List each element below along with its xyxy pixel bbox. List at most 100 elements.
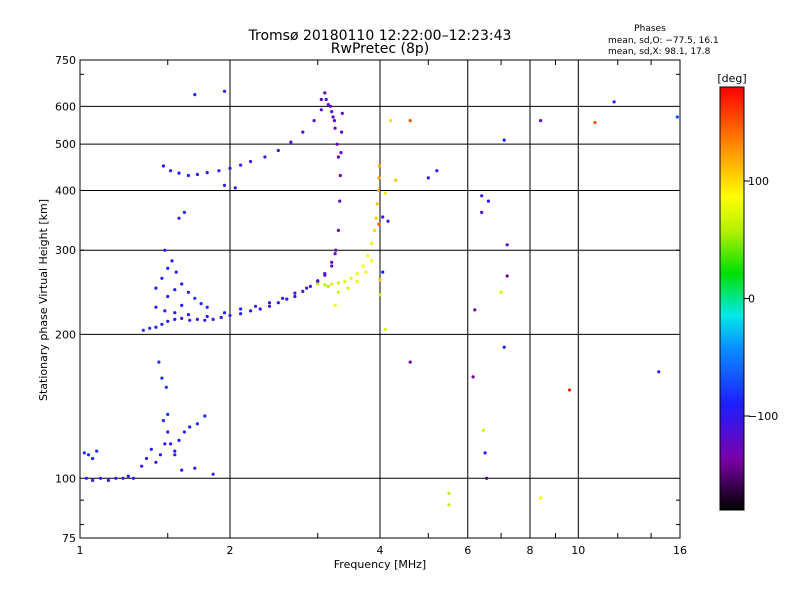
data-point xyxy=(239,163,243,167)
data-point xyxy=(324,97,328,102)
data-point xyxy=(343,279,347,284)
data-point xyxy=(301,130,305,134)
colorbar-tick-label: 0 xyxy=(748,293,755,306)
data-point xyxy=(141,328,145,332)
data-point xyxy=(99,476,103,480)
data-point xyxy=(355,272,359,276)
data-point xyxy=(114,476,118,480)
data-point xyxy=(173,317,177,321)
data-point xyxy=(186,313,190,317)
x-axis-label: Frequency [MHz] xyxy=(334,558,426,571)
data-point xyxy=(199,302,203,306)
data-point xyxy=(330,260,334,264)
data-point xyxy=(319,97,323,102)
data-point xyxy=(285,297,289,301)
data-point xyxy=(163,309,167,313)
data-point xyxy=(166,319,170,323)
data-point xyxy=(276,301,280,305)
data-point xyxy=(95,449,99,453)
data-point xyxy=(249,309,253,313)
data-point xyxy=(164,385,168,389)
data-point xyxy=(126,474,130,478)
data-point xyxy=(144,456,149,461)
data-point xyxy=(182,210,186,214)
data-point xyxy=(163,248,167,252)
data-point xyxy=(140,464,144,468)
data-point xyxy=(376,188,380,193)
data-point xyxy=(370,241,374,245)
data-point xyxy=(394,178,398,182)
data-point xyxy=(499,290,503,294)
data-point xyxy=(188,425,192,429)
data-point xyxy=(166,412,170,416)
data-point xyxy=(330,110,334,114)
data-point xyxy=(323,273,327,277)
y-tick-label: 400 xyxy=(55,184,76,197)
data-point xyxy=(293,291,297,295)
data-point xyxy=(381,270,385,274)
data-point xyxy=(219,315,223,320)
data-point xyxy=(473,308,477,312)
x-tick-label: 8 xyxy=(527,544,534,557)
y-tick-label: 750 xyxy=(55,54,76,67)
data-point xyxy=(239,312,243,316)
data-point xyxy=(505,243,509,247)
data-point xyxy=(346,286,350,290)
data-point xyxy=(177,171,181,175)
data-point xyxy=(154,460,158,464)
data-point xyxy=(188,318,192,322)
colorbar-label: [deg] xyxy=(717,72,746,85)
data-point xyxy=(82,451,86,455)
data-point xyxy=(154,325,158,329)
data-point xyxy=(217,169,221,173)
data-point xyxy=(289,140,293,144)
data-point xyxy=(195,172,199,177)
data-point xyxy=(149,447,153,451)
data-point xyxy=(480,194,484,198)
data-point xyxy=(364,270,368,274)
data-point xyxy=(349,276,353,280)
data-point xyxy=(567,388,572,392)
data-point xyxy=(157,360,161,364)
data-point xyxy=(86,453,91,457)
data-point xyxy=(160,276,164,280)
data-point xyxy=(336,228,340,232)
data-point xyxy=(169,169,173,173)
data-point xyxy=(323,283,327,287)
data-point xyxy=(180,316,184,320)
data-point xyxy=(377,222,381,226)
data-point xyxy=(182,430,186,434)
data-point xyxy=(435,169,439,173)
data-point xyxy=(154,286,158,290)
colorbar-tick-label: −100 xyxy=(748,410,778,423)
data-point xyxy=(154,305,158,309)
data-point xyxy=(173,453,177,457)
data-point xyxy=(338,199,342,203)
data-point xyxy=(370,259,374,263)
data-point xyxy=(471,375,475,379)
data-point xyxy=(335,142,339,146)
data-point xyxy=(330,282,334,286)
data-point xyxy=(239,307,243,311)
data-point xyxy=(193,466,197,470)
data-point xyxy=(539,496,543,500)
y-tick-label: 75 xyxy=(62,532,76,545)
x-tick-label: 16 xyxy=(673,544,687,557)
data-point xyxy=(333,252,337,256)
y-tick-label: 100 xyxy=(55,472,76,485)
data-point xyxy=(502,345,506,349)
data-point xyxy=(211,317,215,321)
data-point xyxy=(222,89,227,93)
data-point xyxy=(323,91,327,95)
data-point xyxy=(166,294,170,299)
data-point xyxy=(330,264,334,268)
data-point xyxy=(593,120,597,125)
data-point xyxy=(486,199,490,203)
data-point xyxy=(338,173,342,178)
y-tick-label: 600 xyxy=(55,100,76,113)
data-point xyxy=(203,318,207,322)
data-point xyxy=(158,453,162,457)
data-point xyxy=(174,270,178,274)
data-point xyxy=(377,176,381,180)
